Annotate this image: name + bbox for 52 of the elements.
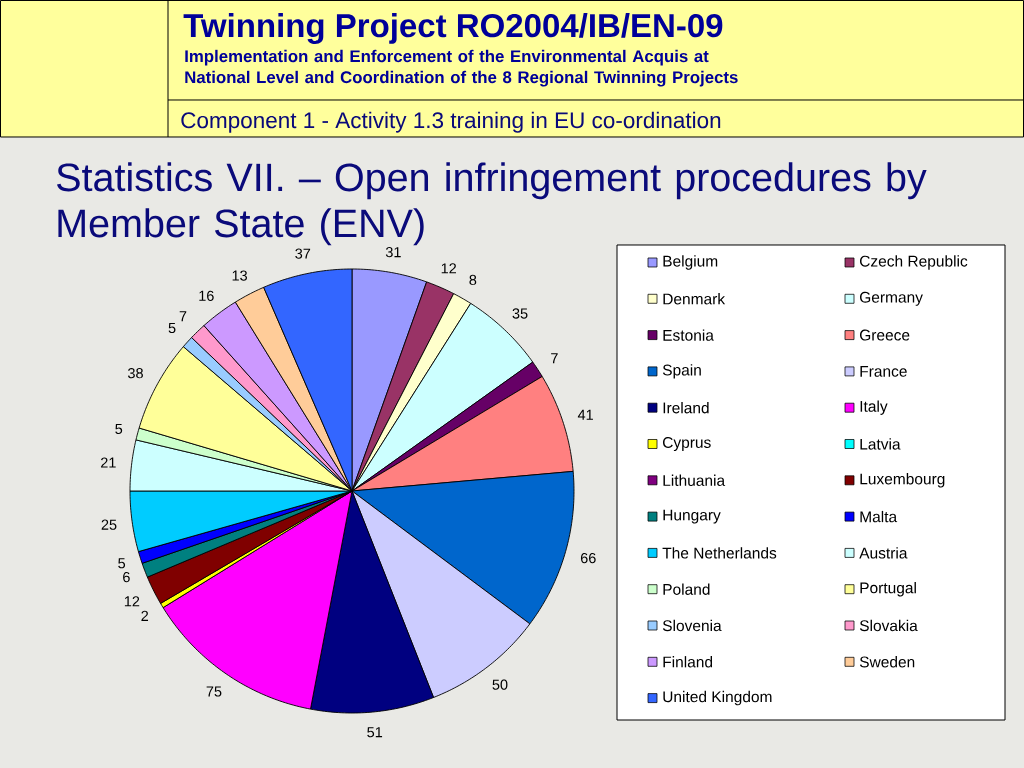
legend-label: Ireland — [663, 402, 709, 414]
data-label: 12 — [441, 263, 456, 274]
data-label: 7 — [179, 311, 187, 322]
legend-label: Malta — [860, 510, 898, 523]
legend-label: Portugal — [860, 581, 916, 597]
legend-label: Slovakia — [859, 619, 918, 632]
legend-label: Denmark — [663, 293, 726, 305]
data-label: 38 — [127, 368, 143, 379]
data-label: 13 — [232, 270, 248, 281]
text: Implementation and Enforcement of the Environmental Acquis at National Level and Coordination of the 8 Regional Twinning Projects — [185, 49, 738, 87]
legend-label: Sweden — [859, 656, 915, 668]
data-label: 5 — [118, 558, 126, 569]
legend-label: Lithuania — [663, 474, 726, 486]
legend-label: Cyprus — [662, 436, 711, 452]
legend-label: Latvia — [860, 438, 901, 450]
data-label: 7 — [551, 353, 558, 364]
data-label: 37 — [295, 248, 311, 259]
data-label: 16 — [199, 290, 214, 301]
legend-label: Slovenia — [662, 619, 722, 632]
data-label: 8 — [469, 274, 477, 286]
legend-label: Hungary — [663, 509, 721, 524]
data-label: 12 — [124, 596, 140, 607]
legend-label: Belgium — [663, 255, 718, 270]
data-label: 31 — [385, 247, 401, 258]
text: Component 1 - Activity 1.3 training in EU co-ordination — [181, 111, 721, 133]
legend-label: Czech Republic — [859, 255, 968, 270]
data-label: 5 — [115, 423, 123, 434]
data-label: 21 — [101, 457, 116, 468]
chart-title: Statistics VII. – Open infringement procedures by Member State (ENV) — [57, 162, 927, 246]
data-label: 41 — [577, 409, 593, 420]
legend-label: Poland — [663, 583, 710, 595]
data-label: 50 — [492, 679, 508, 690]
text: Twinning Project RO2004/IB/EN-09 — [183, 13, 723, 44]
legend-label: Finland — [663, 656, 713, 668]
legend-label: The Netherlands — [662, 547, 777, 559]
data-label: 75 — [206, 686, 222, 697]
data-label: 51 — [367, 727, 383, 738]
legend-label: Austria — [859, 547, 908, 559]
legend-label: Estonia — [663, 329, 714, 341]
legend-label: Italy — [860, 400, 888, 415]
data-label: 2 — [141, 610, 149, 621]
legend-label: Germany — [859, 291, 923, 306]
data-label: 6 — [123, 572, 130, 583]
legend-label: Spain — [662, 364, 701, 379]
data-label: 35 — [512, 308, 528, 319]
data-label: 5 — [168, 322, 176, 334]
legend-label: Luxembourg — [860, 473, 945, 488]
data-label: 25 — [101, 519, 117, 530]
legend-label: United Kingdom — [663, 690, 772, 706]
data-label: 66 — [580, 552, 596, 564]
legend-label: France — [860, 365, 907, 377]
legend-label: Greece — [859, 329, 910, 341]
